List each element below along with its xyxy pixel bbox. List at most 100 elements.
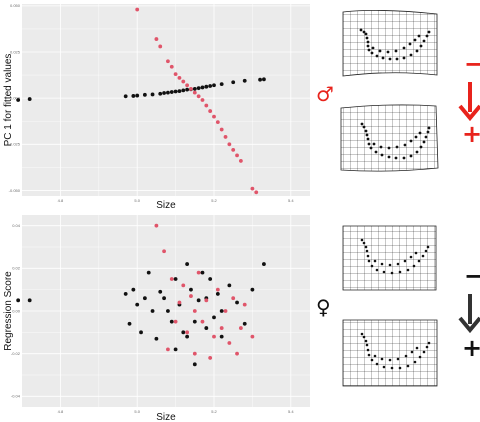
- bottom-data-point-series-1: [127, 321, 132, 326]
- bottom-data-point-series-2: [215, 287, 220, 292]
- top-data-point-series-1: [166, 90, 170, 95]
- bottom-points: [16, 223, 266, 367]
- bottom-x-tick-label: 4.8: [58, 409, 64, 414]
- bottom-data-point-series-2: [200, 319, 205, 324]
- bottom-data-point-series-1: [219, 334, 224, 339]
- bottom-data-point-series-1: [250, 287, 255, 292]
- male-deformation-grid-minus: [342, 10, 438, 77]
- top-data-point-series-2: [208, 109, 213, 113]
- top-data-point-series-2: [238, 159, 243, 163]
- top-y-tick-label: 0.050: [10, 3, 21, 8]
- bottom-data-point-series-2: [196, 270, 201, 275]
- top-data-point-series-1: [262, 77, 266, 82]
- bottom-data-point-series-2: [169, 277, 174, 281]
- bottom-data-point-series-2: [185, 330, 190, 335]
- top-data-point-series-2: [227, 142, 232, 147]
- bottom-data-point-series-2: [242, 302, 247, 307]
- top-data-point-series-2: [169, 64, 174, 69]
- female-deformation-grid-minus: [342, 225, 437, 291]
- bottom-data-point-series-1: [166, 309, 170, 313]
- bottom-x-tick-label: 5.2: [211, 409, 217, 414]
- bottom-data-point-series-1: [204, 326, 209, 330]
- bottom-y-axis-label: Regression Score: [3, 271, 14, 351]
- top-x-axis-label: Size: [156, 200, 176, 211]
- bottom-y-tick-label: 0.00: [12, 308, 21, 313]
- top-data-point-series-1: [16, 98, 21, 102]
- bottom-data-point-series-1: [135, 302, 140, 307]
- female-plus-sign: +: [462, 334, 480, 362]
- top-data-point-series-1: [185, 87, 190, 92]
- bottom-data-point-series-2: [235, 351, 239, 356]
- female-minus-sign: −: [464, 262, 480, 290]
- bottom-tick-labels: 4.8 5.0 5.2 5.4 0.04 0.02 0.00 -0.02 -0.04: [11, 223, 294, 414]
- bottom-data-point-series-1: [181, 330, 186, 335]
- top-data-point-series-2: [154, 37, 159, 41]
- bottom-y-tick-label: -0.02: [11, 351, 21, 356]
- top-data-point-series-1: [135, 93, 140, 98]
- bottom-data-point-series-2: [204, 298, 209, 303]
- top-data-point-series-1: [158, 91, 163, 96]
- top-data-point-series-2: [235, 153, 239, 158]
- bottom-data-point-series-2: [177, 300, 182, 305]
- bottom-data-point-series-1: [200, 270, 205, 275]
- top-data-point-series-2: [250, 186, 255, 191]
- bottom-data-point-series-2: [166, 347, 170, 352]
- top-tick-labels: 4.8 5.0 5.2 5.4 0.050 0.025 0.000 -0.025 -0.050: [9, 3, 295, 203]
- bottom-data-point-series-2: [231, 296, 236, 301]
- bottom-data-point-series-1: [215, 292, 220, 296]
- bottom-data-point-series-1: [123, 292, 128, 296]
- bottom-data-point-series-1: [173, 347, 178, 352]
- top-data-point-series-2: [158, 44, 163, 49]
- bottom-y-tick-label: -0.04: [11, 394, 21, 399]
- bottom-data-point-series-1: [139, 330, 143, 335]
- top-plot-panel: [22, 4, 310, 196]
- bottom-data-point-series-2: [154, 223, 159, 228]
- bottom-data-point-series-1: [142, 296, 147, 301]
- top-data-point-series-1: [27, 97, 32, 101]
- top-data-point-series-1: [181, 88, 186, 93]
- top-data-point-series-1: [242, 78, 247, 83]
- top-data-point-series-2: [177, 75, 182, 80]
- bottom-data-point-series-1: [192, 362, 197, 367]
- bottom-data-point-series-2: [238, 326, 243, 330]
- top-data-point-series-1: [231, 80, 236, 85]
- top-data-point-series-1: [196, 86, 201, 91]
- bottom-gridlines: [22, 215, 310, 407]
- top-data-point-series-1: [258, 77, 262, 82]
- bottom-data-point-series-1: [219, 309, 224, 313]
- bottom-data-point-series-1: [185, 334, 190, 339]
- male-shape-panel: ♂ − +: [316, 10, 480, 172]
- bottom-data-point-series-1: [162, 296, 166, 301]
- top-data-point-series-1: [208, 84, 213, 88]
- top-y-tick-label: 0.025: [10, 49, 21, 54]
- bottom-x-tick-label: 5.4: [288, 409, 294, 414]
- bottom-data-point-series-1: [158, 289, 163, 294]
- top-data-point-series-2: [200, 98, 205, 102]
- top-data-point-series-2: [223, 135, 228, 139]
- top-data-point-series-1: [212, 83, 216, 88]
- female-shape-panel: ♀ − +: [316, 225, 480, 387]
- top-data-point-series-1: [123, 94, 128, 99]
- top-data-point-series-1: [142, 92, 147, 97]
- top-x-tick-label: 5.0: [134, 198, 140, 203]
- top-data-point-series-1: [204, 84, 209, 89]
- top-data-point-series-2: [192, 90, 197, 95]
- top-gridlines: [22, 4, 310, 196]
- top-data-point-series-2: [181, 79, 186, 84]
- top-data-point-series-2: [196, 94, 201, 99]
- top-data-point-series-1: [173, 89, 178, 94]
- bottom-chart: 4.8 5.0 5.2 5.40.040.020.00-0.02-0.04 Size …: [3, 215, 310, 422]
- top-data-point-series-2: [219, 127, 224, 132]
- bottom-y-tick-label: 0.04: [12, 223, 21, 228]
- male-minus-sign: −: [464, 50, 480, 78]
- bottom-data-point-series-1: [262, 262, 266, 266]
- male-deformation-grid-plus: [340, 104, 439, 172]
- female-down-arrow-icon: [458, 294, 480, 334]
- top-x-tick-label: 5.2: [211, 198, 217, 203]
- top-y-tick-label: -0.050: [9, 188, 21, 193]
- bottom-data-point-series-1: [192, 319, 197, 324]
- top-points: [16, 7, 266, 195]
- top-data-point-series-2: [135, 7, 140, 12]
- bottom-data-point-series-1: [185, 262, 190, 266]
